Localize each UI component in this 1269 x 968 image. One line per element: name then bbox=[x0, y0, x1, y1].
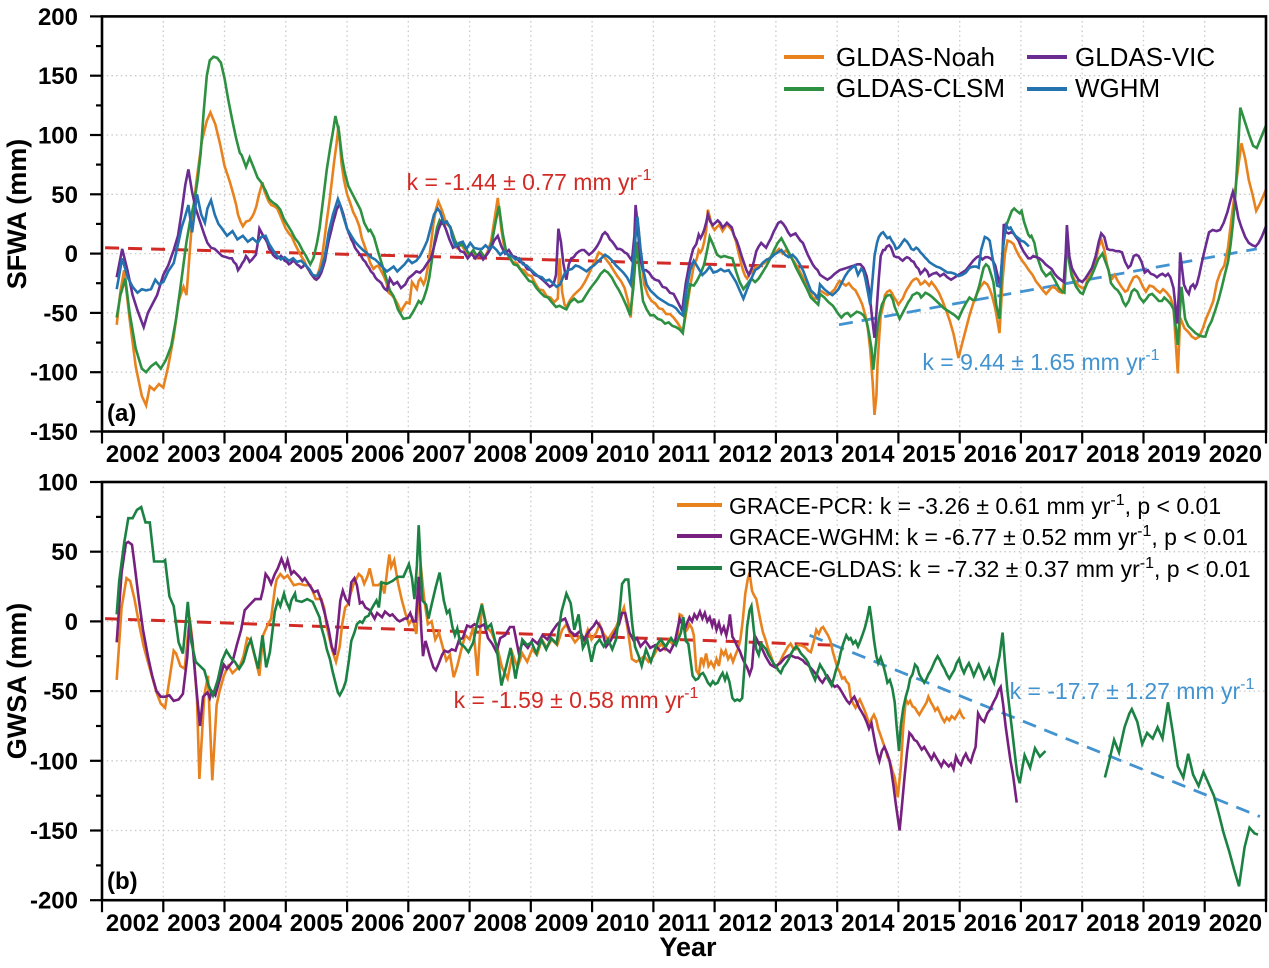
svg-text:2018: 2018 bbox=[1086, 910, 1139, 937]
svg-text:2019: 2019 bbox=[1147, 910, 1200, 937]
svg-text:2012: 2012 bbox=[719, 910, 772, 937]
svg-text:2006: 2006 bbox=[351, 910, 404, 937]
svg-text:200: 200 bbox=[38, 4, 78, 31]
svg-text:GLDAS-Noah: GLDAS-Noah bbox=[836, 42, 995, 72]
svg-text:-100: -100 bbox=[30, 360, 78, 387]
svg-text:k = 9.44 ± 1.65 mm yr-1: k = 9.44 ± 1.65 mm yr-1 bbox=[922, 347, 1159, 375]
svg-text:2002: 2002 bbox=[106, 441, 159, 468]
svg-text:2015: 2015 bbox=[902, 441, 955, 468]
svg-text:2006: 2006 bbox=[351, 441, 404, 468]
svg-text:2007: 2007 bbox=[412, 910, 465, 937]
svg-text:2005: 2005 bbox=[290, 441, 343, 468]
svg-text:2020: 2020 bbox=[1209, 441, 1262, 468]
svg-text:2014: 2014 bbox=[841, 910, 895, 937]
svg-text:SFWA (mm): SFWA (mm) bbox=[2, 139, 32, 290]
svg-text:2002: 2002 bbox=[106, 910, 159, 937]
svg-text:GLDAS-VIC: GLDAS-VIC bbox=[1075, 42, 1215, 72]
svg-text:GWSA (mm): GWSA (mm) bbox=[2, 603, 32, 760]
svg-text:2008: 2008 bbox=[474, 441, 527, 468]
svg-text:WGHM: WGHM bbox=[1075, 73, 1160, 103]
svg-text:-50: -50 bbox=[43, 300, 78, 327]
svg-text:-200: -200 bbox=[30, 888, 78, 915]
svg-text:2016: 2016 bbox=[964, 441, 1017, 468]
svg-text:50: 50 bbox=[51, 182, 78, 209]
svg-text:2017: 2017 bbox=[1025, 441, 1078, 468]
svg-text:0: 0 bbox=[65, 609, 78, 636]
svg-text:2019: 2019 bbox=[1147, 441, 1200, 468]
svg-text:(a): (a) bbox=[107, 400, 136, 427]
svg-text:Year: Year bbox=[659, 932, 717, 962]
svg-text:2007: 2007 bbox=[412, 441, 465, 468]
svg-text:150: 150 bbox=[38, 63, 78, 90]
svg-text:GRACE-PCR: k = -3.26 ± 0.61 mm: GRACE-PCR: k = -3.26 ± 0.61 mm yr-1, p <… bbox=[729, 492, 1221, 519]
svg-text:GLDAS-CLSM: GLDAS-CLSM bbox=[836, 73, 1005, 103]
svg-text:k = -1.59 ± 0.58 mm yr-1: k = -1.59 ± 0.58 mm yr-1 bbox=[454, 685, 699, 713]
svg-text:-150: -150 bbox=[30, 419, 78, 446]
svg-text:2008: 2008 bbox=[474, 910, 527, 937]
svg-text:2013: 2013 bbox=[780, 910, 833, 937]
svg-text:2018: 2018 bbox=[1086, 441, 1139, 468]
svg-text:2010: 2010 bbox=[596, 910, 649, 937]
svg-text:k = -17.7 ± 1.27 mm yr-1: k = -17.7 ± 1.27 mm yr-1 bbox=[1010, 676, 1255, 704]
svg-text:-100: -100 bbox=[30, 748, 78, 775]
svg-text:2004: 2004 bbox=[229, 441, 283, 468]
svg-text:100: 100 bbox=[38, 123, 78, 150]
svg-text:GRACE-GLDAS: k = -7.32 ± 0.37: GRACE-GLDAS: k = -7.32 ± 0.37 mm yr-1, p… bbox=[729, 555, 1251, 582]
svg-text:0: 0 bbox=[65, 241, 78, 268]
svg-text:2020: 2020 bbox=[1209, 910, 1262, 937]
svg-text:2014: 2014 bbox=[841, 441, 895, 468]
svg-text:2009: 2009 bbox=[535, 441, 588, 468]
svg-text:-50: -50 bbox=[43, 679, 78, 706]
svg-text:2012: 2012 bbox=[719, 441, 772, 468]
svg-text:2011: 2011 bbox=[658, 910, 710, 937]
svg-text:-150: -150 bbox=[30, 818, 78, 845]
svg-text:2011: 2011 bbox=[658, 441, 710, 468]
svg-text:2003: 2003 bbox=[167, 910, 220, 937]
svg-text:(b): (b) bbox=[107, 868, 138, 895]
svg-text:2010: 2010 bbox=[596, 441, 649, 468]
svg-text:2003: 2003 bbox=[167, 441, 220, 468]
svg-text:50: 50 bbox=[51, 539, 78, 566]
svg-text:2013: 2013 bbox=[780, 441, 833, 468]
svg-text:GRACE-WGHM: k = -6.77 ± 0.52 m: GRACE-WGHM: k = -6.77 ± 0.52 mm yr-1, p … bbox=[729, 523, 1248, 550]
svg-text:k = -1.44 ± 0.77 mm yr-1: k = -1.44 ± 0.77 mm yr-1 bbox=[407, 167, 652, 195]
svg-text:2004: 2004 bbox=[229, 910, 283, 937]
svg-text:2016: 2016 bbox=[964, 910, 1017, 937]
svg-text:2015: 2015 bbox=[902, 910, 955, 937]
svg-text:100: 100 bbox=[38, 470, 78, 497]
svg-text:2005: 2005 bbox=[290, 910, 343, 937]
svg-text:2017: 2017 bbox=[1025, 910, 1078, 937]
svg-text:2009: 2009 bbox=[535, 910, 588, 937]
